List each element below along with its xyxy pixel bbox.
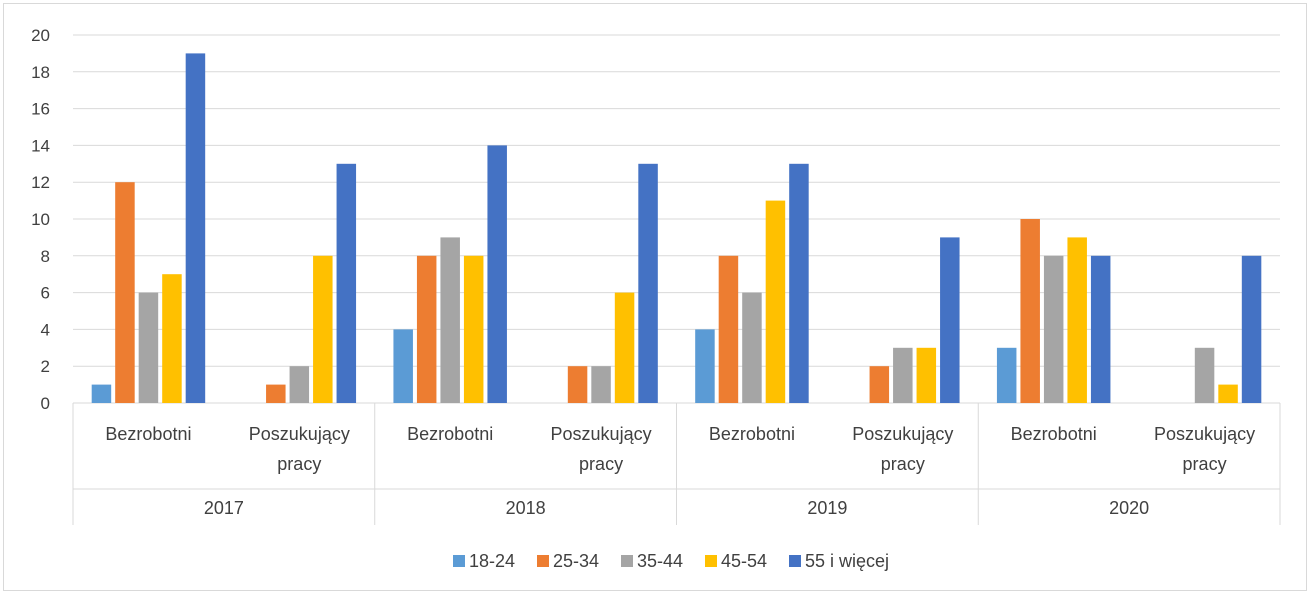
bar-55-i-więcej-2018-Poszukujący-pracy <box>638 163 658 403</box>
x-category-label: Bezrobotni <box>1011 424 1097 444</box>
x-group-label-2019: 2019 <box>807 498 847 518</box>
legend-label-45-54: 45-54 <box>721 551 767 571</box>
bar-45-54-2020-Bezrobotni <box>1067 237 1087 403</box>
bar-25-34-2017-Bezrobotni <box>115 182 135 403</box>
y-tick-label-14: 14 <box>31 136 50 155</box>
bar-25-34-2018-Poszukujący-pracy <box>567 366 588 403</box>
bar-25-34-2019-Poszukujący-pracy <box>869 366 890 403</box>
bar-35-44-2017-Bezrobotni <box>138 292 159 403</box>
legend-label-55-i-więcej: 55 i więcej <box>805 551 889 571</box>
x-category-label: pracy <box>579 454 623 474</box>
x-category-label: pracy <box>1183 454 1227 474</box>
x-category-label: Poszukujący <box>551 424 652 444</box>
x-category-label: Bezrobotni <box>105 424 191 444</box>
y-tick-label-10: 10 <box>31 210 50 229</box>
bar-35-44-2020-Poszukujący-pracy <box>1194 347 1215 403</box>
bar-18-24-2017-Bezrobotni <box>91 384 112 403</box>
bar-45-54-2018-Bezrobotni <box>463 255 484 403</box>
x-group-label-2017: 2017 <box>204 498 244 518</box>
legend-swatch-55-i-więcej <box>789 555 801 567</box>
bar-35-44-2018-Bezrobotni <box>440 237 460 403</box>
bar-45-54-2019-Bezrobotni <box>765 200 786 403</box>
bar-55-i-więcej-2020-Bezrobotni <box>1090 255 1111 403</box>
x-category-label: Bezrobotni <box>407 424 493 444</box>
x-category-label: Poszukujący <box>1154 424 1255 444</box>
bar-45-54-2018-Poszukujący-pracy <box>614 292 635 403</box>
x-category-label: pracy <box>277 454 321 474</box>
bar-55-i-więcej-2020-Poszukujący-pracy <box>1241 255 1262 403</box>
bar-25-34-2020-Bezrobotni <box>1020 219 1040 403</box>
y-tick-label-18: 18 <box>31 63 50 82</box>
y-tick-label-2: 2 <box>41 357 50 376</box>
y-tick-label-4: 4 <box>41 320 50 339</box>
x-category-label: Poszukujący <box>852 424 953 444</box>
x-category-label: Poszukujący <box>249 424 350 444</box>
bar-45-54-2019-Poszukujący-pracy <box>916 347 937 403</box>
bar-25-34-2018-Bezrobotni <box>416 255 437 403</box>
legend-swatch-25-34 <box>537 555 549 567</box>
legend-label-18-24: 18-24 <box>469 551 515 571</box>
bar-45-54-2020-Poszukujący-pracy <box>1218 384 1238 403</box>
bar-45-54-2017-Bezrobotni <box>162 274 182 403</box>
bar-18-24-2018-Bezrobotni <box>393 329 413 403</box>
y-tick-label-16: 16 <box>31 100 50 119</box>
bar-18-24-2020-Bezrobotni <box>996 347 1017 403</box>
bar-55-i-więcej-2019-Poszukujący-pracy <box>940 237 960 403</box>
bar-35-44-2019-Bezrobotni <box>742 292 762 403</box>
y-tick-label-8: 8 <box>41 247 50 266</box>
bar-35-44-2019-Poszukujący-pracy <box>893 347 913 403</box>
legend-swatch-35-44 <box>621 555 633 567</box>
bar-35-44-2020-Bezrobotni <box>1043 255 1064 403</box>
bar-55-i-więcej-2019-Bezrobotni <box>789 163 809 403</box>
y-tick-label-0: 0 <box>41 394 50 413</box>
bar-35-44-2018-Poszukujący-pracy <box>591 366 611 403</box>
bar-45-54-2017-Poszukujący-pracy <box>313 255 333 403</box>
y-tick-label-12: 12 <box>31 173 50 192</box>
y-tick-label-20: 20 <box>31 26 50 45</box>
bar-55-i-więcej-2018-Bezrobotni <box>487 145 507 403</box>
legend-swatch-45-54 <box>705 555 717 567</box>
bar-25-34-2017-Poszukujący-pracy <box>266 384 286 403</box>
legend-swatch-18-24 <box>453 555 465 567</box>
legend-label-25-34: 25-34 <box>553 551 599 571</box>
y-tick-label-6: 6 <box>41 284 50 303</box>
x-category-label: Bezrobotni <box>709 424 795 444</box>
bar-35-44-2017-Poszukujący-pracy <box>289 366 310 403</box>
bar-55-i-więcej-2017-Bezrobotni <box>185 53 206 404</box>
x-category-label: pracy <box>881 454 925 474</box>
bar-25-34-2019-Bezrobotni <box>718 255 739 403</box>
x-group-label-2020: 2020 <box>1109 498 1149 518</box>
bar-18-24-2019-Bezrobotni <box>695 329 715 403</box>
bar-55-i-więcej-2017-Poszukujący-pracy <box>336 163 357 403</box>
legend-label-35-44: 35-44 <box>637 551 683 571</box>
x-group-label-2018: 2018 <box>506 498 546 518</box>
